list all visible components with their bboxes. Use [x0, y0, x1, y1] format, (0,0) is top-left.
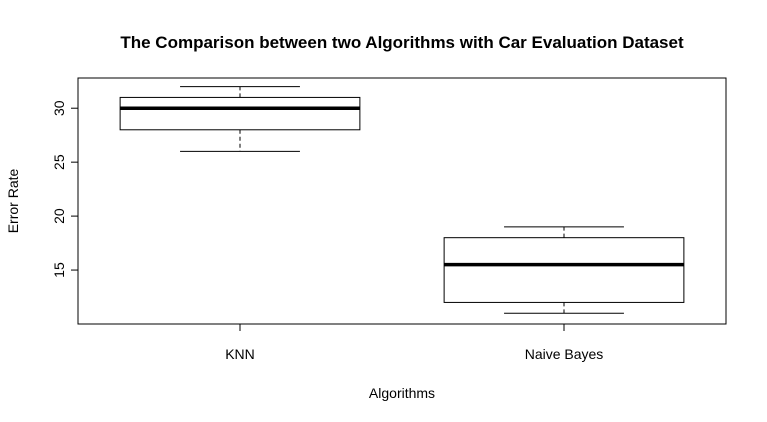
y-tick-label: 20: [51, 208, 67, 224]
x-axis-label: Algorithms: [369, 385, 435, 401]
y-tick-label: 30: [51, 100, 67, 116]
x-axis: KNN Naive Bayes: [225, 323, 604, 362]
y-tick-label: 15: [51, 262, 67, 278]
boxes: [119, 86, 685, 314]
box-knn: [119, 86, 361, 152]
x-tick-label: Naive Bayes: [525, 346, 604, 362]
chart-title: The Comparison between two Algorithms wi…: [120, 33, 684, 52]
iqr-box: [119, 96, 361, 131]
x-tick-label: KNN: [225, 346, 255, 362]
y-axis: 15 20 25 30: [51, 100, 79, 278]
iqr-box: [443, 237, 685, 303]
y-axis-label: Error Rate: [5, 169, 21, 234]
box-naive-bayes: [443, 226, 685, 314]
y-tick-label: 25: [51, 154, 67, 170]
